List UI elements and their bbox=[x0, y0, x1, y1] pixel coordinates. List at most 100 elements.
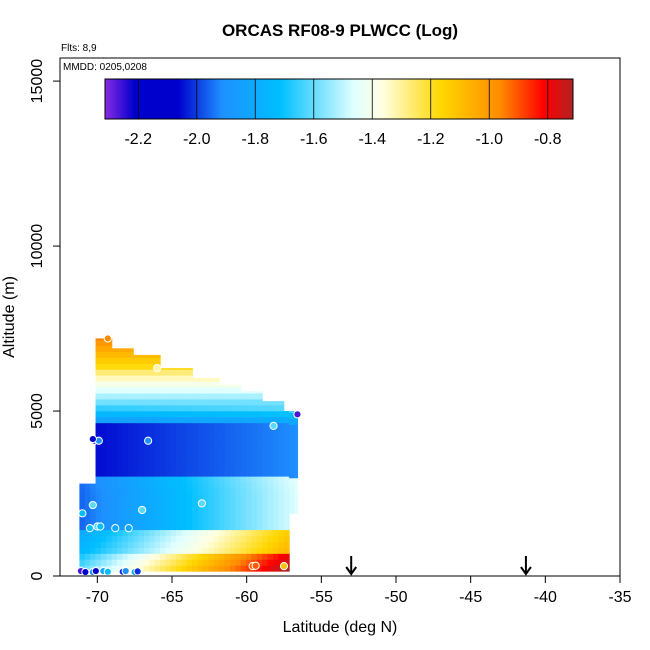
heatmap-cell bbox=[197, 553, 204, 560]
heatmap-cell bbox=[262, 464, 269, 471]
heatmap-cell bbox=[154, 553, 161, 560]
heatmap-cell bbox=[95, 493, 102, 501]
heatmap-cell bbox=[160, 368, 167, 370]
colorbar: -2.2 -2.0 -1.8 -1.6 -1.4 -1.2 -1.0 -0.8 bbox=[104, 78, 574, 148]
heatmap-cell bbox=[95, 386, 102, 394]
heatmap-cell bbox=[203, 541, 210, 548]
heatmap-cell bbox=[186, 410, 193, 418]
heatmap-cell bbox=[208, 434, 215, 441]
heatmap-cell bbox=[170, 529, 177, 537]
heatmap-cell bbox=[224, 440, 231, 447]
heatmap-cell bbox=[122, 529, 129, 537]
heatmap-cell bbox=[272, 446, 279, 453]
heatmap-cell bbox=[235, 541, 242, 548]
heatmap-cell bbox=[262, 404, 269, 412]
heatmap-cell bbox=[219, 541, 226, 548]
heatmap-cell bbox=[240, 452, 247, 459]
heatmap-cell bbox=[122, 559, 129, 566]
heatmap-cell bbox=[154, 392, 161, 400]
colorbar-tick-label: -2.0 bbox=[183, 131, 211, 148]
heatmap-cell bbox=[229, 559, 236, 566]
heatmap-cell bbox=[256, 410, 263, 418]
heatmap-cell bbox=[138, 553, 145, 560]
heatmap-cell bbox=[186, 476, 193, 483]
x-tick-label: -35 bbox=[608, 589, 631, 606]
heatmap-cell bbox=[154, 398, 161, 406]
heatmap-cell bbox=[149, 452, 156, 459]
heatmap-cell bbox=[165, 535, 172, 542]
heatmap-cell bbox=[127, 487, 134, 495]
heatmap-cell bbox=[246, 511, 253, 519]
heatmap-cell bbox=[133, 559, 140, 566]
data-point bbox=[144, 436, 153, 445]
heatmap-cell bbox=[181, 547, 188, 554]
heatmap-cell bbox=[111, 511, 118, 519]
heatmap-cell bbox=[181, 559, 188, 566]
heatmap-cell bbox=[138, 511, 145, 519]
heatmap-cell bbox=[95, 446, 102, 453]
heatmap-cell bbox=[267, 565, 274, 572]
heatmap-cell bbox=[186, 505, 193, 513]
heatmap-cell bbox=[267, 547, 274, 554]
heatmap-cell bbox=[208, 541, 215, 548]
heatmap-cell bbox=[192, 381, 199, 388]
heatmap-cell bbox=[160, 565, 167, 572]
heatmap-cell bbox=[84, 505, 91, 513]
heatmap-cell bbox=[154, 434, 161, 441]
heatmap-cell bbox=[95, 487, 102, 495]
heatmap-cell bbox=[165, 464, 172, 471]
heatmap-cell bbox=[229, 481, 236, 489]
heatmap-cell bbox=[100, 470, 107, 477]
heatmap-cell bbox=[176, 428, 183, 436]
heatmap-cell bbox=[122, 458, 129, 465]
heatmap-cell bbox=[100, 446, 107, 453]
heatmap-cell bbox=[203, 378, 210, 382]
heatmap-cell bbox=[170, 392, 177, 400]
heatmap-cell bbox=[111, 481, 118, 489]
heatmap-cell bbox=[127, 381, 134, 388]
heatmap-cell bbox=[154, 357, 161, 364]
heatmap-cell bbox=[224, 529, 231, 537]
heatmap-cell bbox=[283, 470, 290, 477]
heatmap-cell bbox=[229, 446, 236, 453]
heatmap-cell bbox=[246, 464, 253, 471]
heatmap-cell bbox=[95, 357, 102, 364]
heatmap-cell bbox=[224, 428, 231, 436]
heatmap-cell bbox=[138, 541, 145, 548]
heatmap-cell bbox=[283, 511, 290, 519]
heatmap-cell bbox=[181, 434, 188, 441]
heatmap-cell bbox=[272, 517, 279, 525]
heatmap-cell bbox=[262, 547, 269, 554]
heatmap-cell bbox=[197, 535, 204, 542]
heatmap-cell bbox=[224, 481, 231, 489]
heatmap-cell bbox=[154, 493, 161, 501]
heatmap-cell bbox=[267, 529, 274, 537]
heatmap-cell bbox=[176, 452, 183, 459]
heatmap-cell bbox=[122, 553, 129, 560]
heatmap-cell bbox=[154, 476, 161, 483]
data-point bbox=[269, 421, 278, 430]
heatmap-cell bbox=[100, 481, 107, 489]
heatmap-cell bbox=[100, 476, 107, 483]
heatmap-cell bbox=[160, 416, 167, 424]
heatmap-cell bbox=[165, 476, 172, 483]
heatmap-cell bbox=[79, 535, 86, 542]
heatmap-cell bbox=[267, 523, 274, 531]
heatmap-cell bbox=[192, 559, 199, 566]
heatmap-cell bbox=[106, 410, 113, 418]
heatmap-cell bbox=[208, 511, 215, 519]
heatmap-cell bbox=[122, 493, 129, 501]
heatmap-cell bbox=[127, 565, 134, 572]
heatmap-cell bbox=[283, 434, 290, 441]
heatmap-cell bbox=[267, 559, 274, 566]
heatmap-cell bbox=[283, 541, 290, 548]
heatmap-cell bbox=[224, 404, 231, 412]
heatmap-cell bbox=[262, 481, 269, 489]
heatmap-cell bbox=[289, 453, 296, 461]
heatmap-cell bbox=[84, 483, 91, 489]
heatmap-cell bbox=[289, 477, 296, 485]
heatmap-cell bbox=[133, 428, 140, 436]
heatmap-cell bbox=[213, 517, 220, 525]
heatmap-cell bbox=[203, 452, 210, 459]
heatmap-cell bbox=[176, 369, 183, 376]
